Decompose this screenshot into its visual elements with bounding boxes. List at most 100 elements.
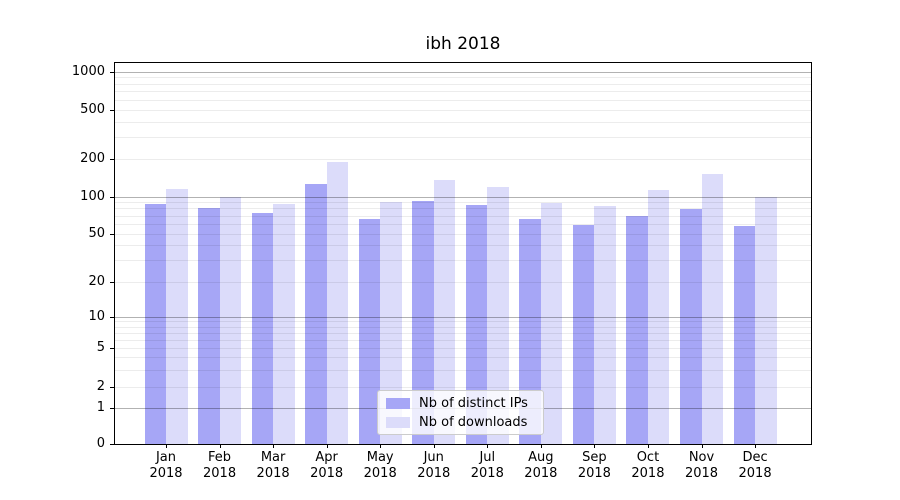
y-tick-mark bbox=[110, 159, 114, 160]
plot-area: Nb of distinct IPs Nb of downloads bbox=[114, 62, 812, 445]
x-tick-label: Jun 2018 bbox=[399, 450, 469, 482]
bar-downloads-apr bbox=[326, 162, 349, 444]
major-gridline bbox=[115, 71, 811, 73]
x-tick-label: Aug 2018 bbox=[506, 450, 576, 482]
x-tick-label-year: 2018 bbox=[524, 466, 558, 481]
legend-label: Nb of downloads bbox=[419, 414, 528, 430]
minor-gridline bbox=[115, 208, 811, 210]
bar-downloads-jun bbox=[433, 179, 456, 444]
x-tick-mark bbox=[647, 444, 649, 448]
bar-downloads-nov bbox=[701, 173, 723, 444]
bar-downloads-aug bbox=[540, 203, 563, 444]
bar-distinct-ips-aug bbox=[519, 219, 541, 444]
chart-title: ibh 2018 bbox=[425, 34, 501, 54]
x-tick-label-month: Sep bbox=[582, 450, 607, 465]
legend-swatch bbox=[386, 416, 410, 428]
minor-gridline bbox=[115, 91, 811, 93]
major-gridline bbox=[115, 316, 811, 318]
x-tick-mark bbox=[701, 444, 703, 448]
x-tick-label-year: 2018 bbox=[203, 466, 237, 481]
bar-distinct-ips-jun bbox=[412, 200, 434, 444]
bar-distinct-ips-feb bbox=[198, 207, 220, 444]
minor-gridline bbox=[115, 202, 811, 204]
y-tick-label: 1 bbox=[96, 399, 105, 415]
bar-downloads-jul bbox=[487, 187, 509, 444]
x-tick-mark bbox=[433, 444, 435, 448]
x-tick-label-year: 2018 bbox=[256, 466, 290, 481]
minor-gridline bbox=[115, 386, 811, 388]
x-tick-label-year: 2018 bbox=[577, 466, 611, 481]
x-tick-label: Sep 2018 bbox=[559, 450, 629, 482]
y-tick-mark bbox=[110, 386, 114, 388]
x-tick-label: Mar 2018 bbox=[238, 450, 308, 482]
x-tick-label-year: 2018 bbox=[470, 466, 504, 481]
legend-label: Nb of distinct IPs bbox=[419, 395, 528, 411]
x-tick-label-month: Jan bbox=[155, 450, 177, 465]
bar-distinct-ips-jul bbox=[465, 204, 488, 444]
minor-gridline bbox=[115, 281, 811, 283]
bar-distinct-ips-nov bbox=[680, 209, 702, 444]
x-tick-label-month: Apr bbox=[315, 450, 338, 465]
y-tick-mark bbox=[110, 71, 114, 73]
x-tick-label-month: Mar bbox=[260, 450, 286, 465]
minor-gridline bbox=[115, 332, 811, 334]
bar-distinct-ips-apr bbox=[305, 183, 327, 444]
minor-gridline bbox=[115, 369, 811, 371]
bar-downloads-may bbox=[380, 202, 402, 444]
x-tick-mark bbox=[166, 444, 167, 448]
y-tick-mark bbox=[110, 196, 114, 198]
minor-gridline bbox=[115, 121, 811, 123]
x-tick-label-month: Nov bbox=[688, 450, 715, 465]
x-tick-label-month: Oct bbox=[636, 450, 660, 465]
x-tick-label-year: 2018 bbox=[310, 466, 344, 481]
x-tick-label-month: Jun bbox=[423, 450, 444, 465]
bar-distinct-ips-oct bbox=[626, 215, 648, 444]
bar-distinct-ips-dec bbox=[733, 225, 756, 444]
x-tick-label-month: Aug bbox=[528, 450, 554, 465]
bars-layer bbox=[115, 63, 811, 444]
y-tick-label: 100 bbox=[80, 188, 105, 204]
bar-downloads-mar bbox=[273, 203, 295, 444]
x-tick-label: May 2018 bbox=[345, 450, 415, 482]
bar-downloads-sep bbox=[594, 206, 616, 444]
y-tick-label: 50 bbox=[88, 225, 105, 241]
x-tick-mark bbox=[594, 444, 596, 448]
x-tick-mark bbox=[219, 444, 221, 448]
minor-gridline bbox=[115, 321, 811, 323]
x-tick-label-month: Feb bbox=[208, 450, 232, 465]
minor-gridline bbox=[115, 357, 811, 359]
bar-downloads-dec bbox=[755, 196, 777, 444]
x-tick-mark bbox=[326, 444, 328, 448]
minor-gridline bbox=[115, 77, 811, 79]
y-tick-label: 1000 bbox=[71, 63, 105, 79]
y-tick-label: 10 bbox=[88, 308, 105, 324]
x-tick-mark bbox=[540, 444, 542, 448]
x-tick-label: Jul 2018 bbox=[452, 450, 522, 482]
x-tick-mark bbox=[487, 444, 489, 448]
bar-downloads-jan bbox=[166, 188, 188, 444]
minor-gridline bbox=[115, 326, 811, 328]
y-tick-label: 200 bbox=[80, 151, 105, 166]
legend-item: Nb of downloads bbox=[386, 414, 535, 430]
minor-gridline bbox=[115, 159, 811, 160]
minor-gridline bbox=[115, 223, 811, 225]
x-tick-label-month: Dec bbox=[742, 450, 768, 465]
minor-gridline bbox=[115, 99, 811, 101]
x-tick-mark bbox=[273, 444, 275, 448]
minor-gridline bbox=[115, 137, 811, 139]
bar-distinct-ips-may bbox=[358, 218, 381, 444]
y-tick-label: 5 bbox=[96, 340, 105, 355]
bar-distinct-ips-sep bbox=[572, 224, 595, 444]
y-tick-mark bbox=[110, 407, 114, 409]
legend-item: Nb of distinct IPs bbox=[386, 395, 535, 411]
x-tick-mark bbox=[755, 444, 757, 448]
bar-distinct-ips-mar bbox=[251, 212, 274, 444]
minor-gridline bbox=[115, 109, 811, 111]
y-tick-mark bbox=[110, 281, 114, 283]
x-tick-label-month: May bbox=[366, 450, 394, 465]
x-tick-label-year: 2018 bbox=[684, 466, 719, 481]
bar-downloads-feb bbox=[219, 196, 242, 444]
x-tick-label: Nov 2018 bbox=[667, 450, 737, 482]
minor-gridline bbox=[115, 245, 811, 247]
